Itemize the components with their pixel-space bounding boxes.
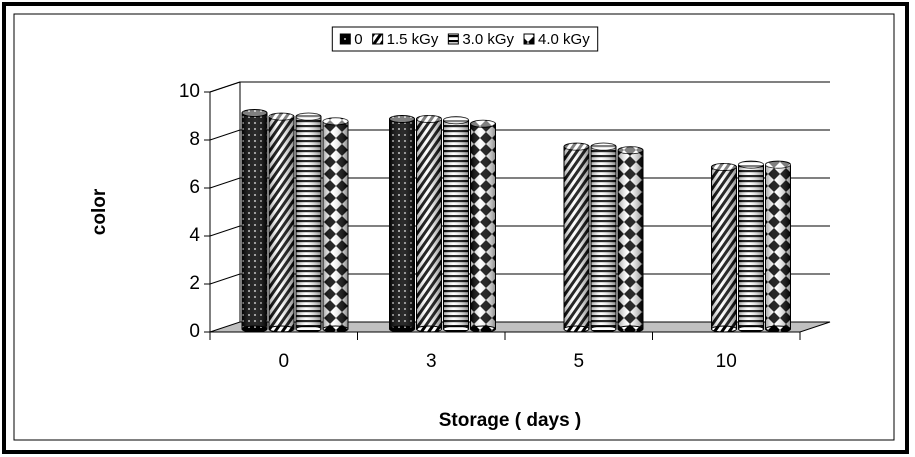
bar-base <box>563 325 590 333</box>
bar-base <box>416 325 442 333</box>
bar <box>268 112 295 333</box>
bar-base <box>389 325 415 333</box>
bar-shade <box>269 116 294 329</box>
y-tick-label: 8 <box>189 129 200 150</box>
bar <box>711 163 737 333</box>
bar-base <box>322 325 349 333</box>
bar <box>738 160 764 333</box>
y-tick-label: 2 <box>189 273 200 294</box>
bar-cap-pattern <box>389 115 415 123</box>
bar-base <box>241 325 268 333</box>
bar-shade <box>564 146 589 329</box>
bar-shade <box>765 164 791 329</box>
bar-shade <box>618 150 643 329</box>
bar-base <box>470 325 496 333</box>
bar-base <box>765 325 791 333</box>
bar-cap-pattern <box>269 113 294 121</box>
bar-cap-pattern <box>618 146 643 154</box>
bar-base <box>268 325 295 333</box>
bar-cap-pattern <box>323 117 348 125</box>
bar-shade <box>470 123 496 329</box>
bar <box>617 146 644 333</box>
side-grid-line <box>209 81 241 93</box>
legend-swatch <box>339 33 351 45</box>
bar-cap-pattern <box>470 120 496 128</box>
side-grid-line <box>209 273 241 285</box>
bar-cap-pattern <box>443 116 469 124</box>
y-tick-label: 6 <box>189 177 200 198</box>
inner-frame <box>13 13 895 441</box>
x-tick-label: 5 <box>573 351 584 372</box>
bar-base <box>590 325 617 333</box>
bar-shade <box>443 120 469 329</box>
bar-cap-pattern <box>591 143 616 151</box>
legend-label: 1.5 kGy <box>387 31 439 48</box>
bar-cap-pattern <box>711 163 737 171</box>
bar-cap-pattern <box>416 115 442 123</box>
bar-shade <box>389 119 415 329</box>
x-axis-title: Storage ( days ) <box>439 410 582 431</box>
side-grid-line <box>209 177 241 189</box>
x-tick-label: 3 <box>426 351 437 372</box>
bar <box>416 115 442 333</box>
legend: 0 1.5 kGy 3.0 kGy 4.0 kGy <box>331 26 599 52</box>
y-tick-label: 10 <box>179 81 200 102</box>
side-grid-line <box>209 225 241 237</box>
y-tick-label: 0 <box>189 321 200 342</box>
bar <box>389 115 415 333</box>
bar-shade <box>711 167 737 329</box>
bar-shade <box>416 119 442 329</box>
bar-cap-pattern <box>738 161 764 169</box>
bar <box>322 117 349 333</box>
bar-shade <box>242 113 267 329</box>
bar <box>563 142 590 333</box>
bar <box>443 116 469 333</box>
bar-shade <box>591 146 616 329</box>
side-grid-line <box>209 129 241 141</box>
bar-shade <box>738 164 764 329</box>
legend-label: 4.0 kGy <box>538 31 590 48</box>
y-tick-label: 4 <box>189 225 200 246</box>
bar <box>241 109 268 333</box>
bar-base <box>738 325 764 333</box>
bar <box>470 119 496 333</box>
legend-swatch <box>447 33 459 45</box>
legend-label: 0 <box>354 31 362 48</box>
legend-swatch <box>372 33 384 45</box>
bar-cap-pattern <box>765 161 791 169</box>
bar <box>765 160 791 333</box>
bar-cap-pattern <box>296 113 321 121</box>
legend-swatch <box>523 33 535 45</box>
bar-base <box>711 325 737 333</box>
x-tick-label: 0 <box>278 351 289 372</box>
bar-shade <box>323 121 348 330</box>
bar-cap-pattern <box>564 143 589 151</box>
bar <box>295 112 322 333</box>
bar <box>590 142 617 333</box>
x-tick-label: 10 <box>716 351 737 372</box>
bar-cap-pattern <box>242 109 267 117</box>
bar-base <box>617 325 644 333</box>
bar-shade <box>296 116 321 329</box>
bar-base <box>443 325 469 333</box>
legend-label: 3.0 kGy <box>462 31 514 48</box>
y-axis-title: color <box>89 188 110 235</box>
bar-base <box>295 325 322 333</box>
